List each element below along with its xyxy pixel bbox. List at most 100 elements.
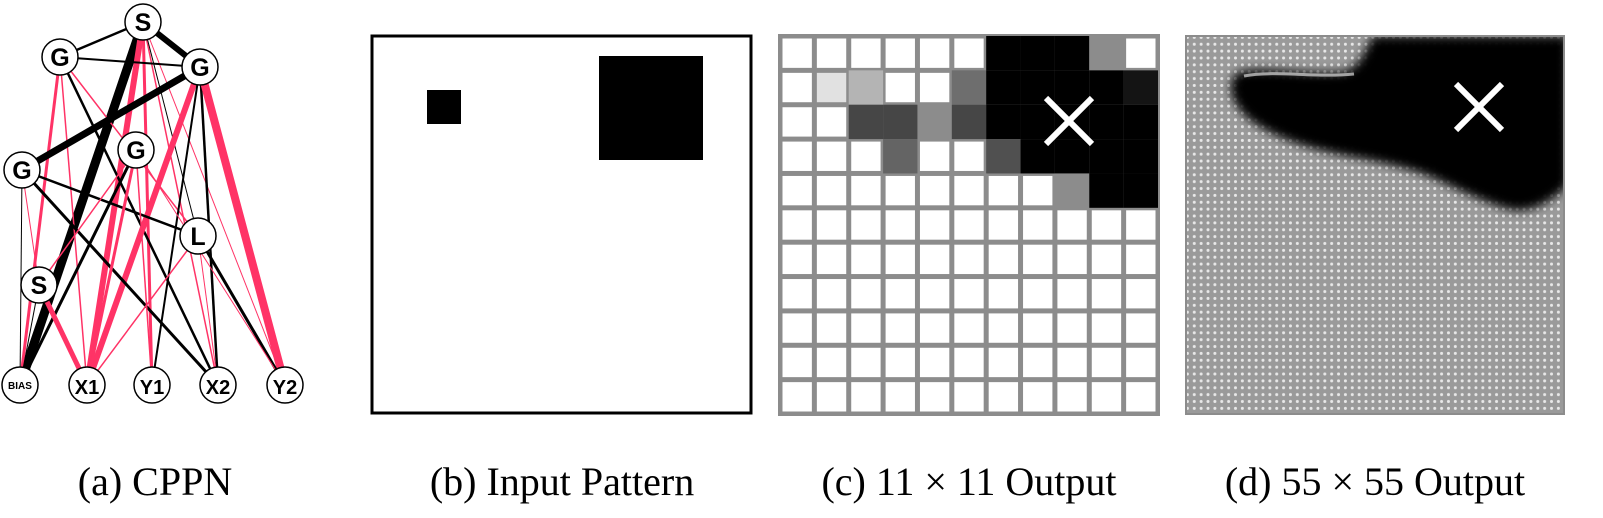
output-grid-11 [778, 34, 1160, 416]
cppn-edge [196, 235, 287, 386]
cppn-edge [85, 149, 138, 386]
output-cell [782, 313, 812, 343]
cppn-node-label: Y2 [273, 377, 297, 399]
output-cell [919, 313, 950, 343]
output-cell [816, 279, 847, 309]
output-cell [919, 38, 950, 68]
output-cell [1126, 38, 1156, 68]
output-cell [782, 244, 812, 275]
output-cell [851, 313, 881, 343]
target-marker [1453, 81, 1505, 133]
cppn-node: X1 [68, 366, 106, 404]
cppn-edge [20, 63, 202, 174]
output-cell [1057, 347, 1087, 378]
output-cell [885, 244, 915, 275]
output-cell [883, 104, 918, 140]
output-cell [816, 313, 847, 343]
cppn-node: S [124, 3, 162, 41]
output-cell [988, 175, 1019, 206]
output-cell [1091, 210, 1122, 240]
output-cell [782, 72, 812, 103]
output-cell [919, 382, 950, 412]
cppn-network: S G G G G L S BIAS X1 Y1 X2 Y2 [1, 3, 304, 404]
output-cell [885, 38, 915, 68]
output-cell [917, 104, 952, 140]
output-cell [885, 175, 915, 206]
output-cell [1126, 382, 1156, 412]
output-cell [1091, 244, 1122, 275]
output-cell [848, 70, 884, 105]
cppn-edge [19, 169, 23, 386]
cppn-edge [21, 169, 40, 286]
output-cell [816, 72, 847, 103]
output-cell [1023, 210, 1053, 240]
cppn-node: BIAS [1, 366, 39, 404]
output-cell [919, 72, 950, 103]
output-cell [816, 382, 847, 412]
output-cell [883, 139, 918, 174]
output-cell [954, 382, 984, 412]
cppn-edge [151, 66, 201, 386]
cppn-node: G [41, 38, 79, 76]
cppn-edge [142, 21, 219, 386]
output-cell [954, 279, 984, 309]
output-cell [885, 72, 915, 103]
output-cell [1020, 36, 1055, 71]
output-cell [851, 175, 881, 206]
output-cell [851, 38, 881, 68]
output-cell [986, 104, 1021, 140]
output-cell [986, 70, 1021, 105]
output-cell [1023, 313, 1053, 343]
caption-a: (a) CPPN [77, 459, 233, 504]
output-cell [1054, 36, 1090, 71]
cppn-node: G [181, 48, 219, 86]
input-small-square [427, 90, 461, 124]
output-cell [954, 244, 984, 275]
output-cell [1057, 244, 1087, 275]
cppn-node-label: S [135, 9, 152, 37]
output-cell [885, 347, 915, 378]
cppn-node-label: BIAS [8, 381, 32, 392]
cppn-edge [197, 235, 219, 386]
output-cell [1057, 279, 1087, 309]
cppn-edges [15, 19, 289, 387]
output-cell [1089, 104, 1124, 140]
output-cell [1057, 313, 1087, 343]
output-cell [1091, 279, 1122, 309]
cppn-edge [84, 21, 146, 386]
output-cell [1089, 36, 1124, 71]
output-cell [954, 141, 984, 171]
output-cell [782, 141, 812, 171]
output-cell [816, 141, 847, 171]
output-blob-highlight [1243, 72, 1355, 78]
cppn-node: Y1 [133, 366, 171, 404]
output-cell [1089, 70, 1124, 105]
output-cell [782, 175, 812, 206]
cppn-edge [59, 56, 201, 68]
output-cell [851, 244, 881, 275]
output-cell [1054, 139, 1090, 174]
output-cell [1126, 210, 1156, 240]
output-cell [1091, 347, 1122, 378]
output-cell [1123, 173, 1158, 208]
output-cell [919, 279, 950, 309]
caption-b: (b) Input Pattern [429, 459, 695, 504]
cppn-edge [38, 149, 137, 286]
output-dark-blob [1231, 36, 1564, 211]
output-cell [951, 104, 987, 140]
cppn-node-label: G [126, 137, 145, 165]
output-cell [851, 347, 881, 378]
input-large-square [599, 56, 703, 160]
output-cell [951, 70, 987, 105]
cppn-edge [196, 65, 289, 387]
output-cell [919, 141, 950, 171]
output-cell [988, 313, 1019, 343]
output-cell [986, 36, 1021, 71]
output-cell [782, 347, 812, 378]
cppn-edge [59, 56, 88, 386]
input-pattern [370, 34, 753, 415]
cppn-edge [141, 21, 154, 386]
cppn-node-label: S [31, 272, 48, 300]
output-cell [919, 347, 950, 378]
output-cell [1091, 382, 1122, 412]
